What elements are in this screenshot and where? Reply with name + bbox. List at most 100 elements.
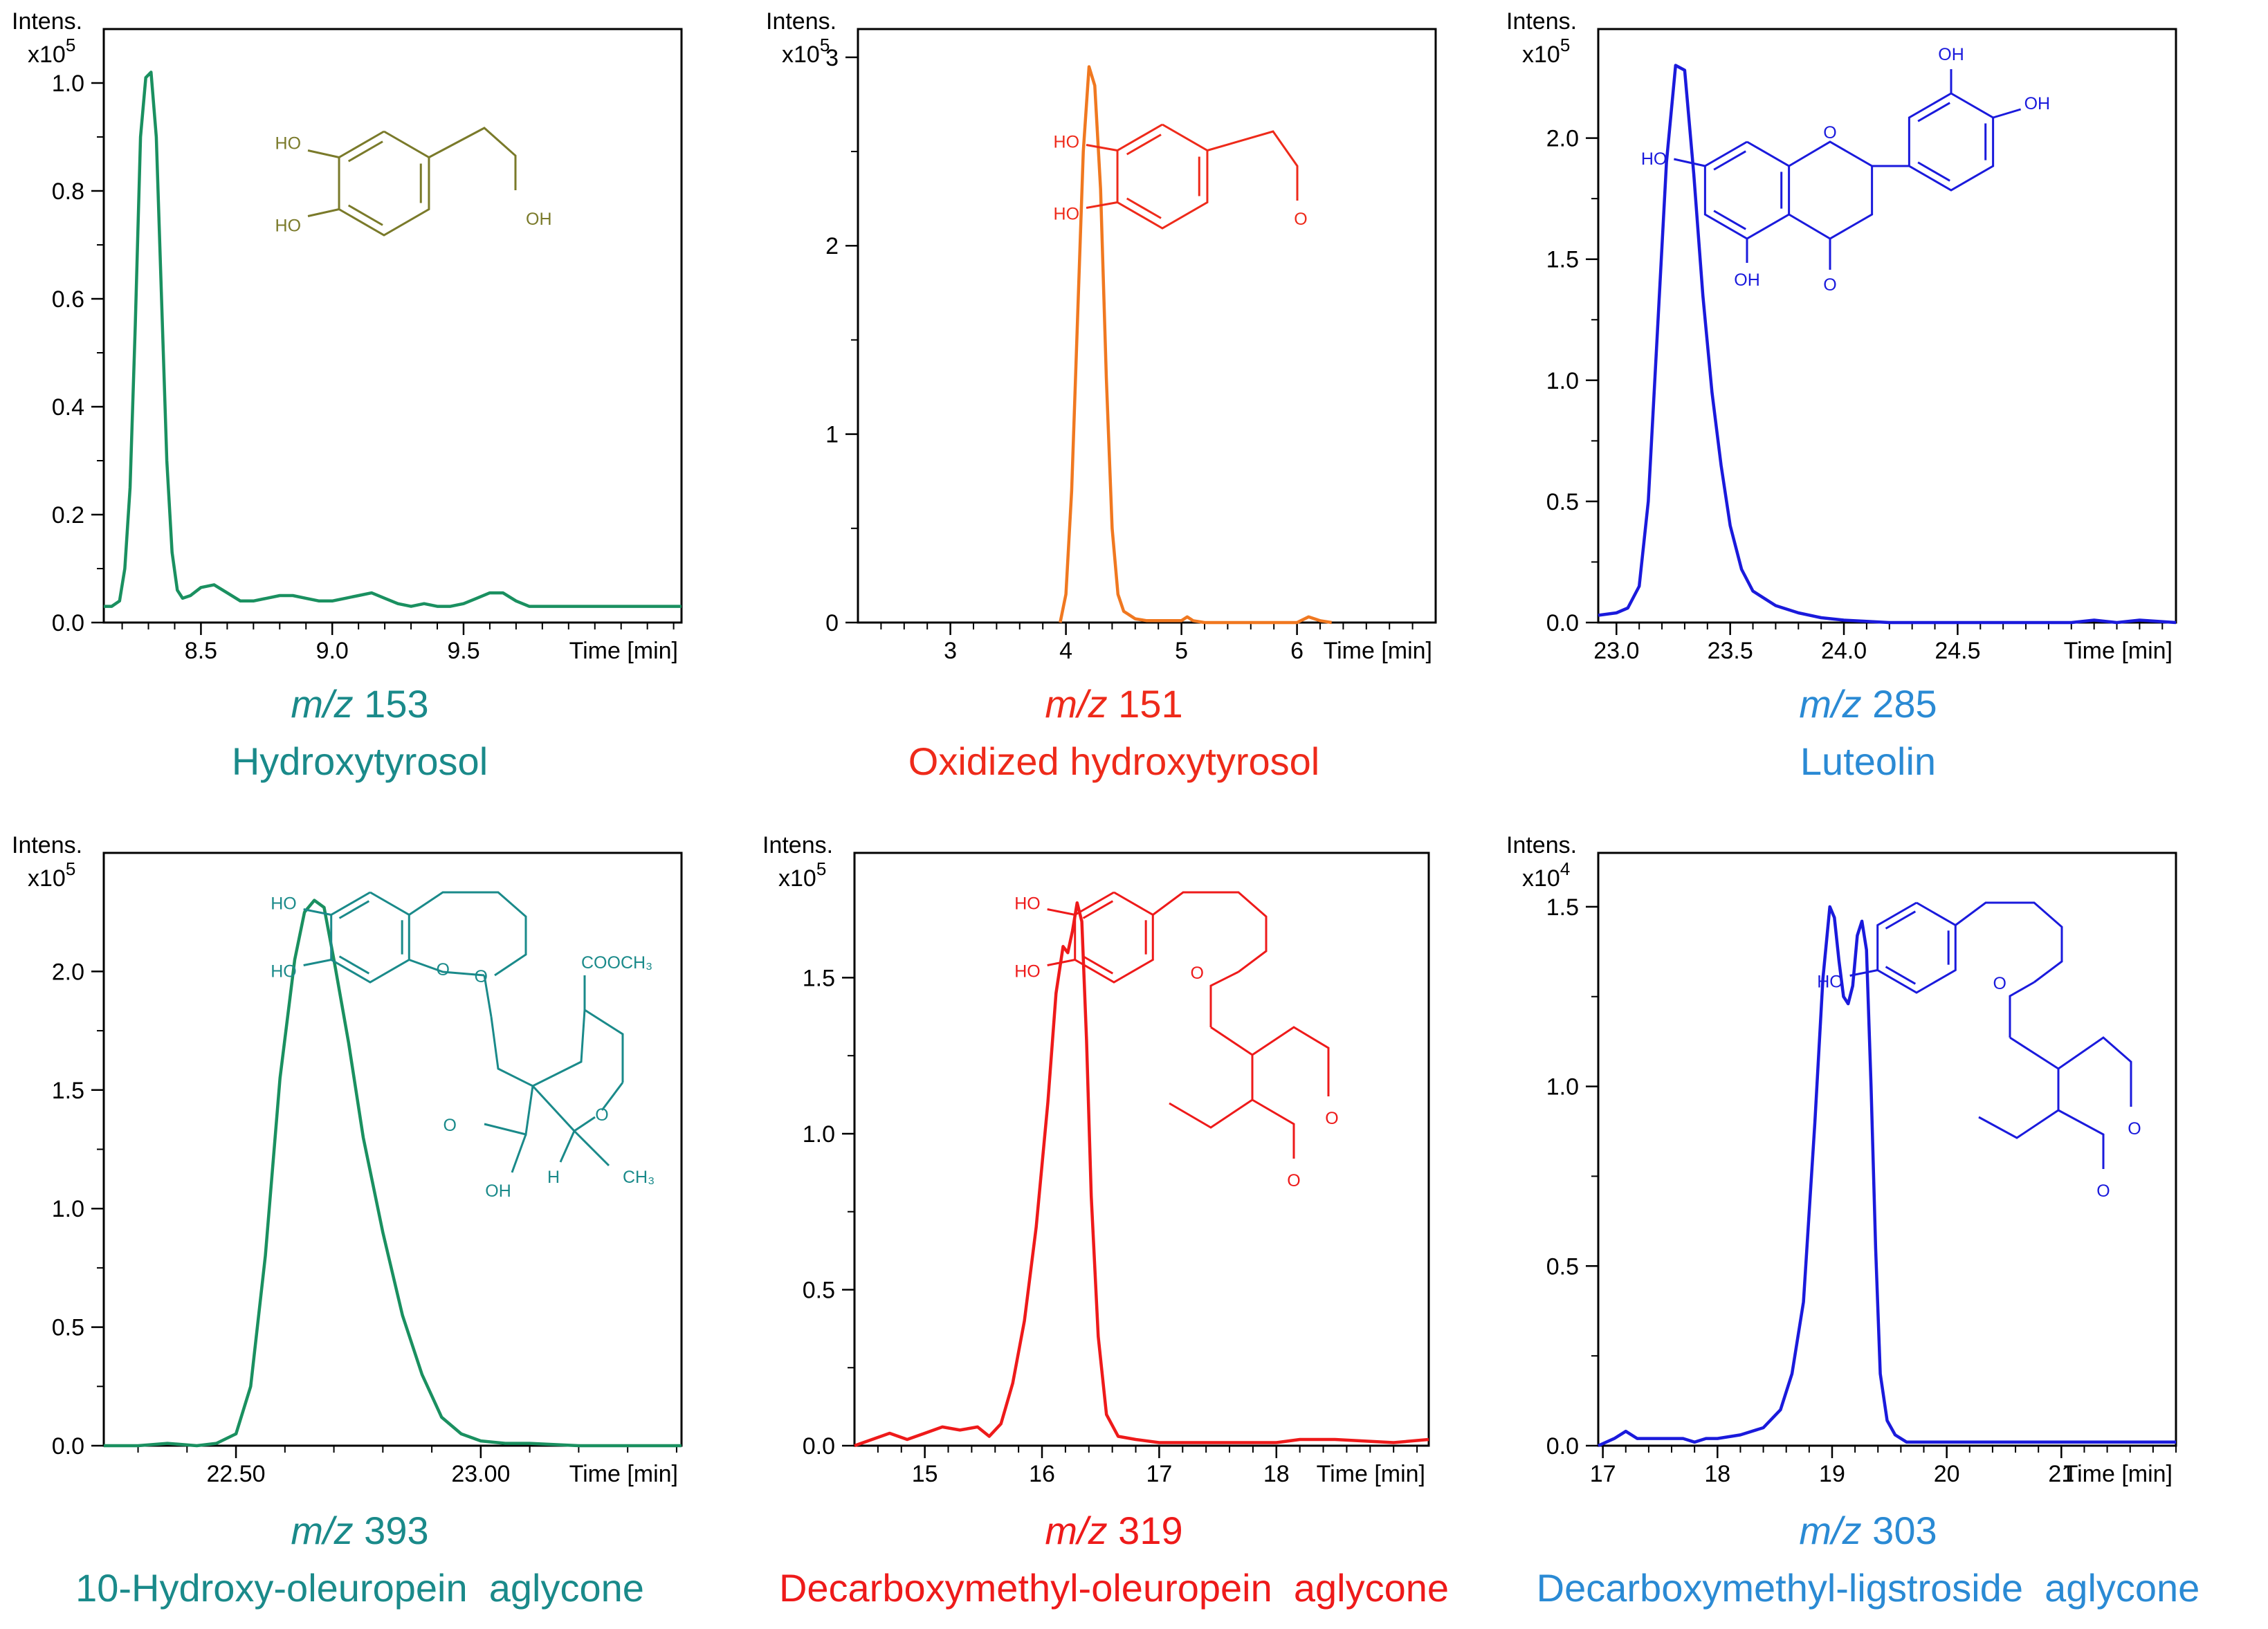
- y-tick-label: 0.4: [52, 394, 84, 421]
- mz-caption: m/z 319: [754, 1508, 1474, 1553]
- x-tick-label: 21: [2048, 1461, 2074, 1487]
- compound-name: 10-Hydroxy-oleuropein aglycone: [75, 1566, 644, 1610]
- x-tick-label: 18: [1704, 1461, 1730, 1487]
- svg-text:O: O: [1287, 1171, 1300, 1190]
- x-tick-label: 4: [1059, 638, 1072, 664]
- y-tick-label: 2: [825, 233, 839, 259]
- svg-text:CH₃: CH₃: [623, 1168, 655, 1187]
- svg-text:O: O: [1823, 123, 1836, 142]
- y-scale-factor: x105: [28, 858, 75, 892]
- svg-text:O: O: [1993, 974, 2006, 993]
- plot-frame: [102, 28, 683, 624]
- x-tick-label: 18: [1263, 1461, 1290, 1487]
- svg-text:HO: HO: [1054, 133, 1080, 152]
- mz-value: 151: [1118, 682, 1183, 726]
- molecule-structure: HO HO O O O: [1014, 891, 1339, 1190]
- svg-text:OH: OH: [1938, 45, 1964, 64]
- y-tick-label: 1.5: [803, 965, 835, 991]
- svg-text:O: O: [2128, 1119, 2141, 1139]
- chromatogram-trace: [1059, 65, 1333, 625]
- svg-text:O: O: [1823, 275, 1836, 295]
- y-tick-label: 0.0: [52, 1433, 84, 1460]
- chromatogram-panel: Intens. x105 8.5 9.0 9.5 Time [min] 0.0 0.2 0.4 0…: [0, 0, 720, 802]
- chromatogram-trace: [1598, 905, 2176, 1448]
- mz-value: 303: [1872, 1509, 1937, 1552]
- y-axis-label: Intens.: [1506, 832, 1577, 858]
- compound-name: Decarboxymethyl-oleuropein aglycone: [778, 1566, 1449, 1610]
- mz-prefix: m/z: [1045, 682, 1108, 726]
- svg-text:O: O: [1294, 210, 1307, 229]
- svg-text:HO: HO: [271, 962, 297, 982]
- x-tick-label: 24.0: [1821, 638, 1867, 664]
- svg-text:HO: HO: [1054, 205, 1080, 224]
- y-tick-label: 0.5: [52, 1315, 84, 1341]
- y-tick-label: 0.0: [1546, 610, 1579, 636]
- svg-text:H: H: [547, 1168, 560, 1187]
- svg-text:HO: HO: [1641, 149, 1667, 169]
- compound-name: Hydroxytyrosol: [231, 739, 488, 783]
- svg-text:HO: HO: [1817, 973, 1843, 992]
- chromatogram-panel: Intens. x105 15 16 17 18 Time [min] 0.0 0.5 1.0 1.…: [754, 827, 1474, 1629]
- y-scale-factor: x105: [28, 35, 75, 68]
- x-tick-label: 9.0: [316, 638, 349, 664]
- svg-text:O: O: [2096, 1181, 2110, 1201]
- chromatogram-panel: Intens. x104 17 18 19 20 21 Time [min] 0.0 0.5 1.0…: [1506, 827, 2228, 1629]
- chromatogram-plot: Intens.x105 23.0 23.5 24.0 24.5 Time [min] 0.0…: [1506, 8, 2177, 664]
- plot-frame: [857, 28, 1437, 624]
- svg-text:HO: HO: [275, 134, 302, 154]
- chromatogram-trace: [104, 71, 682, 608]
- y-axis-label: Intens.: [12, 832, 82, 858]
- y-tick-label: 1.0: [803, 1121, 835, 1148]
- compound-name: Oxidized hydroxytyrosol: [908, 739, 1320, 783]
- y-tick-label: 1.0: [1546, 1074, 1579, 1101]
- x-tick-label: 6: [1290, 638, 1304, 664]
- y-scale-factor: x105: [778, 858, 826, 892]
- y-tick-label: 1.5: [1546, 247, 1579, 273]
- mz-prefix: m/z: [1799, 682, 1862, 726]
- y-tick-label: 0.8: [52, 178, 84, 205]
- chromatogram-trace: [854, 901, 1429, 1448]
- y-tick-label: 0.6: [52, 286, 84, 313]
- svg-text:HO: HO: [1014, 962, 1041, 982]
- compound-name: Decarboxymethyl-ligstroside aglycone: [1536, 1566, 2200, 1610]
- mz-caption: m/z 393: [0, 1508, 720, 1553]
- compound-name: Luteolin: [1800, 739, 1937, 783]
- x-tick-label: 23.0: [1593, 638, 1639, 664]
- y-axis-label: Intens.: [766, 8, 836, 35]
- y-tick-label: 3: [825, 45, 839, 71]
- y-tick-label: 1.5: [52, 1078, 84, 1104]
- x-tick-label: 23.00: [451, 1461, 510, 1487]
- plot-frame: [853, 852, 1430, 1447]
- y-tick-label: 2.0: [52, 959, 84, 985]
- x-tick-label: 17: [1590, 1461, 1616, 1487]
- mz-prefix: m/z: [1045, 1509, 1108, 1552]
- plot-frame: [102, 852, 683, 1447]
- chromatogram-panel: Intens. x105 23.0 23.5 24.0 24.5 Time [min] 0.0…: [1506, 0, 2228, 802]
- x-axis-label: Time [min]: [2064, 638, 2173, 664]
- chromatogram-panel: Intens. x105 22.50 23.00 Time [min] 0.0 0.5 1.0…: [0, 827, 720, 1629]
- molecule-structure: HO HO O: [1054, 123, 1308, 230]
- y-scale-factor: x104: [1522, 858, 1570, 892]
- svg-text:O: O: [437, 960, 450, 979]
- svg-text:O: O: [595, 1105, 608, 1125]
- x-tick-label: 24.5: [1935, 638, 1980, 664]
- y-scale-factor: x105: [1522, 35, 1570, 68]
- svg-text:HO: HO: [1014, 894, 1041, 914]
- svg-text:OH: OH: [1734, 270, 1760, 290]
- svg-text:OH: OH: [485, 1181, 511, 1201]
- mz-value: 319: [1118, 1509, 1183, 1552]
- mz-prefix: m/z: [1799, 1509, 1862, 1552]
- molecule-structure: HO HO OH: [275, 127, 552, 237]
- y-tick-label: 0.5: [1546, 489, 1579, 515]
- y-tick-label: 0.2: [52, 502, 84, 528]
- mz-prefix: m/z: [291, 682, 354, 726]
- molecule-structure: HO O O O: [1817, 901, 2141, 1201]
- mz-value: 285: [1872, 682, 1937, 726]
- y-tick-label: 0.0: [803, 1433, 835, 1460]
- mz-caption: m/z 303: [1508, 1508, 2228, 1553]
- chromatogram-plot: Intens.x105 22.50 23.00 Time [min] 0.0 0.5 1.0…: [12, 832, 683, 1487]
- x-axis-label: Time [min]: [2064, 1461, 2173, 1487]
